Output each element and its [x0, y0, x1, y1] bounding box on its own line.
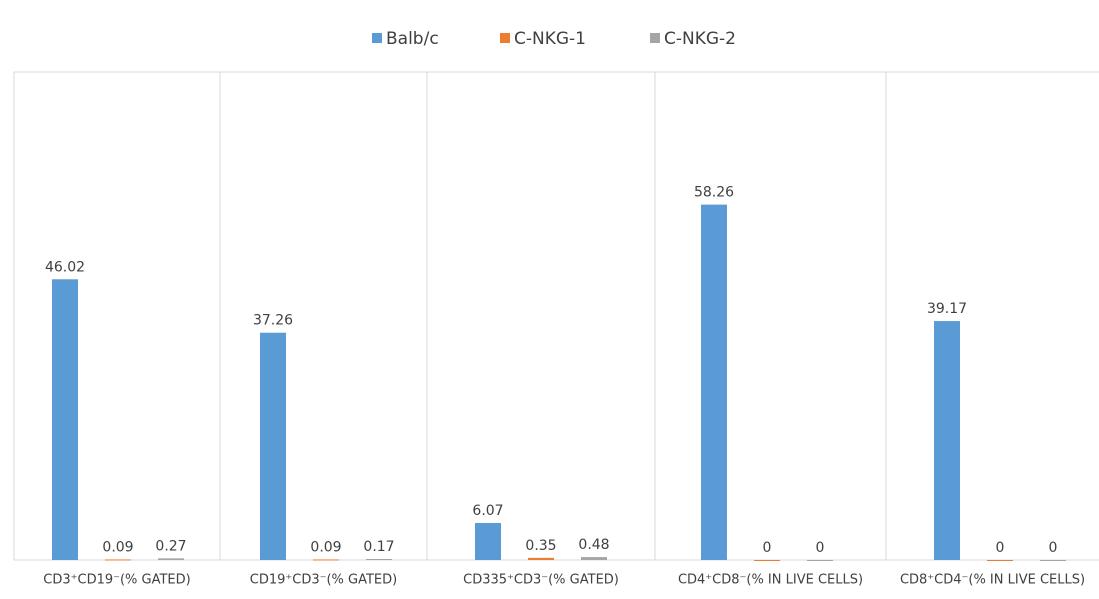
- legend-swatch: [500, 33, 510, 43]
- data-label: 6.07: [472, 503, 503, 519]
- data-label: 46.02: [45, 259, 85, 275]
- legend-swatch: [650, 33, 660, 43]
- bar: [934, 321, 960, 560]
- data-label: 58.26: [694, 185, 734, 201]
- data-label: 39.17: [927, 301, 967, 317]
- bar: [807, 560, 833, 561]
- legend-swatch: [372, 33, 382, 43]
- data-label: 0.09: [310, 539, 341, 555]
- data-label: 0.35: [525, 538, 556, 554]
- x-tick-label: CD19⁺CD3⁻(% GATED): [250, 573, 397, 588]
- data-label: 0: [996, 540, 1005, 556]
- bar: [581, 557, 607, 560]
- data-label: 0.09: [102, 539, 133, 555]
- bar: [754, 560, 780, 561]
- bar: [701, 204, 727, 560]
- data-label: 37.26: [253, 313, 293, 329]
- bar: [52, 279, 78, 560]
- x-tick-label: CD4⁺CD8⁻(% IN LIVE CELLS): [678, 573, 863, 588]
- x-tick-label: CD8⁺CD4⁻(% IN LIVE CELLS): [900, 573, 1085, 588]
- x-tick-label: CD3⁺CD19⁻(% GATED): [43, 573, 190, 588]
- legend-label: C-NKG-2: [664, 29, 736, 49]
- data-label: 0.48: [578, 537, 609, 553]
- bar: [1040, 560, 1066, 561]
- bar: [366, 558, 392, 560]
- data-label: 0: [763, 540, 772, 556]
- data-label: 0.27: [155, 538, 186, 554]
- bar: [475, 522, 501, 560]
- bar: [260, 332, 286, 560]
- bar: [158, 558, 184, 560]
- legend-label: C-NKG-1: [514, 29, 586, 49]
- bar: [313, 559, 339, 561]
- x-tick-label: CD335⁺CD3⁻(% GATED): [463, 573, 619, 588]
- bar: [528, 557, 554, 560]
- data-label: 0.17: [363, 539, 394, 555]
- bar: [987, 560, 1013, 561]
- bar: [105, 559, 131, 561]
- data-label: 0: [816, 540, 825, 556]
- legend-label: Balb/c: [386, 29, 439, 49]
- data-label: 0: [1049, 540, 1058, 556]
